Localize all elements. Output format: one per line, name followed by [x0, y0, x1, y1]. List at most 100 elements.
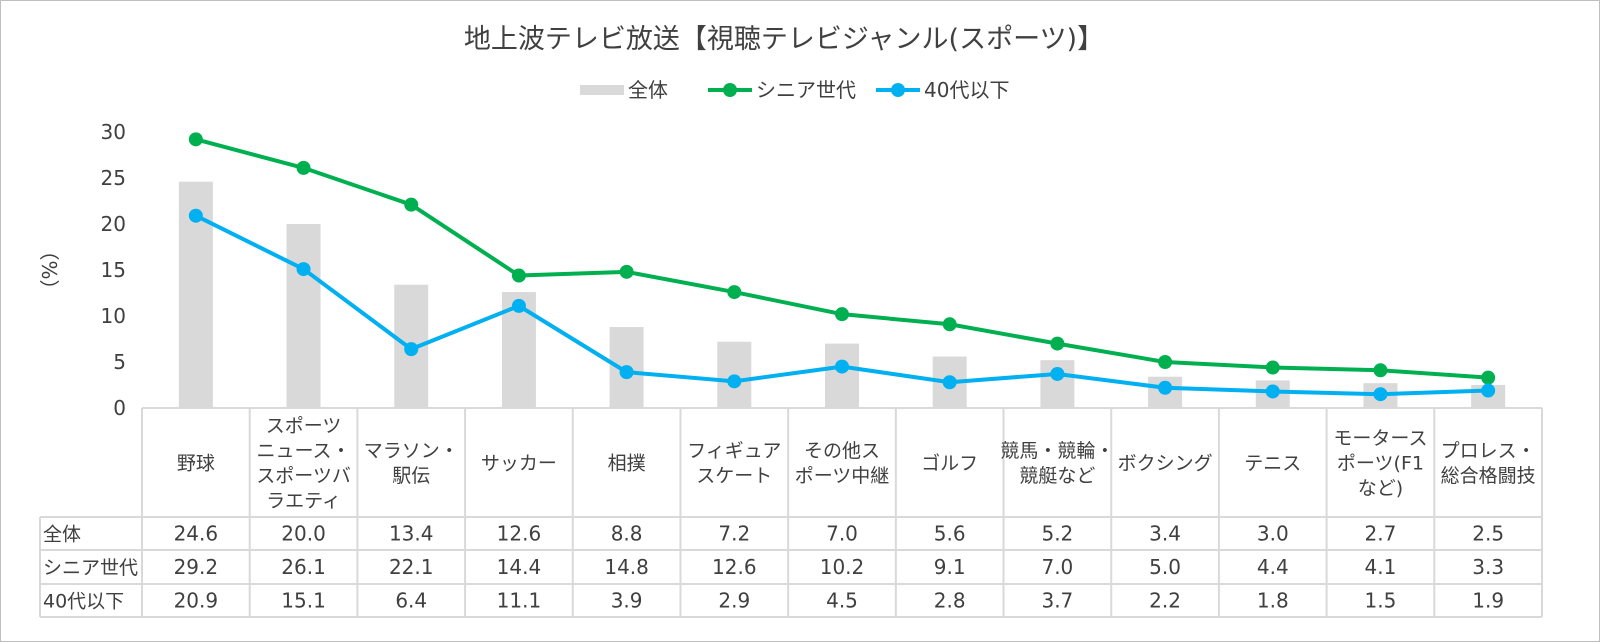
data-point [1158, 355, 1173, 369]
legend-swatch [580, 85, 624, 95]
y-tick-label: 15 [101, 258, 126, 282]
row-label: 全体 [43, 524, 81, 546]
table-cell: 12.6 [497, 522, 542, 546]
table-cell: 29.2 [174, 555, 219, 579]
bar-series [178, 181, 1506, 408]
table-cell: 3.0 [1257, 522, 1289, 546]
data-point [511, 298, 526, 313]
table-cell: 1.8 [1257, 589, 1289, 613]
category-label: テニス [1244, 453, 1301, 475]
y-axis: 0 5 10 15 20 25 30 [101, 120, 126, 420]
category-label: スポーツ [266, 415, 342, 437]
table-cell: 6.4 [395, 589, 427, 613]
row-label: 40代以下 [43, 591, 124, 613]
category-label: 野球 [177, 453, 215, 475]
table-cell: 3.4 [1149, 522, 1181, 546]
category-label: その他ス [804, 440, 880, 462]
data-point [1050, 336, 1065, 351]
category-label: プロレス・ [1441, 440, 1536, 462]
data-point [296, 160, 311, 175]
table-cell: 24.6 [174, 522, 219, 546]
table-cell: 1.5 [1365, 589, 1397, 613]
data-point [727, 285, 742, 300]
table-cell: 4.4 [1257, 555, 1289, 579]
data-point [188, 208, 203, 223]
table-cell: 10.2 [820, 555, 865, 579]
table-cell: 3.9 [611, 589, 643, 613]
table-cell: 12.6 [712, 555, 757, 579]
data-point [619, 264, 634, 279]
bar [286, 224, 321, 408]
category-label: モータース [1333, 428, 1427, 450]
y-axis-label: （%） [37, 240, 61, 299]
data-point [942, 317, 957, 332]
y-tick-label: 30 [101, 120, 126, 144]
data-point [188, 132, 203, 147]
legend-label: シニア世代 [756, 78, 856, 102]
table-cell: 26.1 [281, 555, 326, 579]
table-cell: 20.9 [174, 589, 219, 613]
category-label: スケート [696, 465, 772, 487]
data-point [1158, 380, 1173, 395]
category-label: スポーツバ [256, 465, 351, 487]
category-label: ニュース・ [257, 440, 351, 462]
table-cell: 14.4 [497, 555, 542, 579]
table-cell: 22.1 [389, 555, 434, 579]
category-label: など) [1358, 478, 1403, 500]
row-label: シニア世代 [43, 557, 138, 579]
category-label: ポーツ中継 [795, 465, 890, 487]
y-tick-label: 10 [101, 304, 126, 328]
category-label: フィギュア [687, 440, 781, 462]
table-cell: 5.0 [1149, 555, 1181, 579]
data-point [619, 365, 634, 380]
legend-label: 40代以下 [924, 78, 1009, 102]
legend-marker [891, 83, 905, 97]
table-cell: 15.1 [281, 589, 326, 613]
bar [825, 343, 859, 408]
data-point [1265, 360, 1280, 375]
legend: 全体 シニア世代 40代以下 [580, 78, 1009, 102]
line-series [188, 132, 1496, 402]
table-cell: 20.0 [281, 522, 326, 546]
legend-label: 全体 [628, 78, 668, 102]
table-cell: 3.7 [1041, 589, 1073, 613]
category-label: 相撲 [608, 453, 646, 475]
data-point [1373, 387, 1388, 402]
table-cell: 2.2 [1149, 589, 1181, 613]
data-point [1481, 370, 1496, 385]
table-cell: 2.8 [934, 589, 966, 613]
data-point [404, 197, 419, 212]
table-cell: 2.7 [1365, 522, 1397, 546]
table-cell: 4.5 [826, 589, 858, 613]
category-label: 競馬・競輪・ [1000, 440, 1114, 462]
data-point [1373, 363, 1388, 378]
category-label: 駅伝 [392, 465, 430, 487]
y-tick-label: 20 [101, 212, 126, 236]
table-cell: 2.5 [1472, 522, 1504, 546]
table-cell: 7.0 [1041, 555, 1073, 579]
table-cell: 7.0 [826, 522, 858, 546]
data-point [1050, 366, 1065, 381]
chart-title: 地上波テレビ放送【視聴テレビジャンル(スポーツ)】 [464, 24, 1104, 55]
y-tick-label: 0 [113, 396, 126, 420]
table-cell: 8.8 [611, 522, 643, 546]
category-label: サッカー [481, 453, 557, 475]
table-cell: 4.1 [1365, 555, 1397, 579]
category-label: ラエティ [266, 490, 341, 512]
data-point [942, 375, 957, 390]
table-cell: 11.1 [497, 589, 542, 613]
data-point [511, 268, 526, 283]
data-point [835, 307, 849, 322]
category-label: ボクシング [1118, 453, 1213, 475]
table-cell: 14.8 [604, 555, 649, 579]
table-cell: 2.9 [718, 589, 750, 613]
table-cell: 7.2 [718, 522, 750, 546]
category-label: 総合格闘技 [1441, 465, 1536, 487]
data-point [404, 342, 419, 357]
legend-marker [723, 83, 737, 97]
data-point [835, 359, 849, 374]
category-label: ポーツ(F1 [1337, 453, 1424, 475]
category-label: マラソン・ [364, 440, 459, 462]
